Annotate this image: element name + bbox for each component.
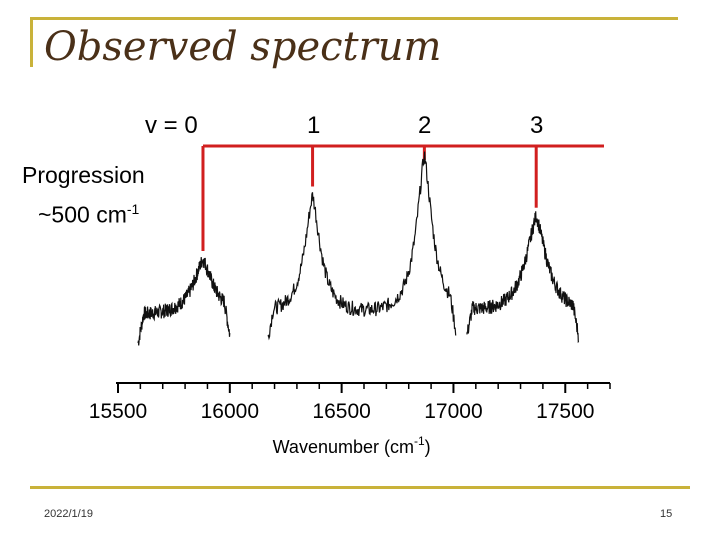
vibrational-label-0: v = 0	[145, 112, 198, 139]
x-tick-label-4: 17500	[536, 400, 594, 423]
progression-value: ~500 cm-1	[38, 201, 140, 228]
spectrum-traces	[137, 151, 580, 346]
progression-annotation: Progression ~500 cm-1	[22, 158, 145, 232]
x-axis-title: Wavenumber (cm-1)	[273, 434, 431, 457]
vibrational-label-2: 2	[418, 112, 432, 139]
spectrum-segment-0	[137, 257, 231, 346]
vibrational-label-3: 3	[530, 112, 544, 139]
x-tick-label-0: 15500	[89, 400, 147, 423]
footer-date: 2022/1/19	[44, 508, 93, 520]
x-tick-label-2: 16500	[312, 400, 370, 423]
footer-divider	[30, 486, 690, 489]
spectrum-segment-1	[267, 151, 457, 341]
slide-title: Observed spectrum	[44, 24, 442, 70]
accent-frame-left	[30, 17, 33, 67]
vibrational-label-1: 1	[307, 112, 321, 139]
accent-frame-top	[30, 17, 678, 20]
x-tick-label-3: 17000	[424, 400, 482, 423]
page-number: 15	[660, 508, 673, 520]
progression-markers	[201, 144, 604, 251]
x-axis: 15500 16000 16500 17000 17500 Wavenumber (cm-…	[89, 382, 611, 457]
spectrum-segment-2	[466, 211, 580, 344]
progression-label: Progression	[22, 162, 145, 188]
x-tick-label-1: 16000	[201, 400, 259, 423]
